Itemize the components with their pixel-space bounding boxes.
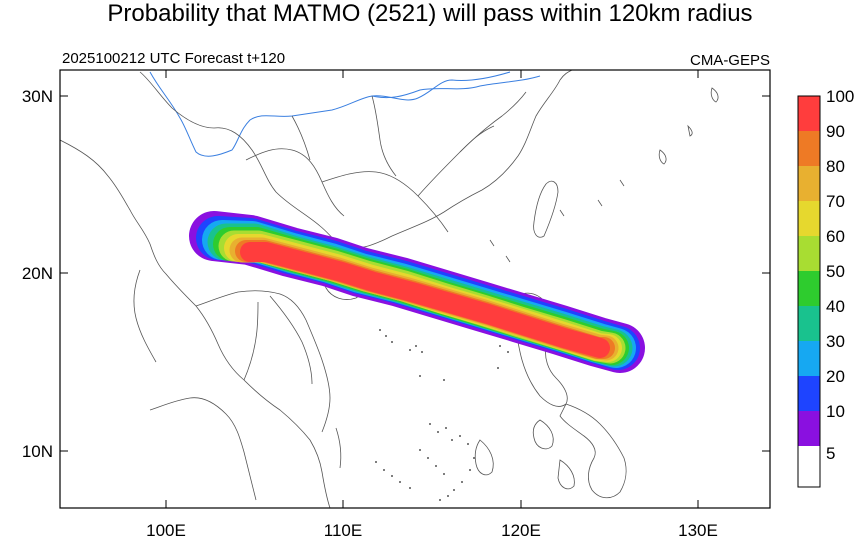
colorbar-swatch [798, 166, 820, 201]
colorbar-swatch [798, 131, 820, 166]
colorbar-label: 80 [826, 157, 845, 176]
colorbar-label: 60 [826, 227, 845, 246]
colorbar-label: 5 [826, 444, 835, 463]
colorbar-label: 30 [826, 332, 845, 351]
x-tick-label: 120E [501, 521, 541, 540]
colorbar-swatch [798, 411, 820, 446]
colorbar-swatch [798, 341, 820, 376]
map-frame [59, 69, 771, 509]
map-title: Probability that MATMO (2521) will pass … [107, 0, 753, 27]
colorbar-swatch [798, 201, 820, 236]
x-tick-label: 100E [146, 521, 186, 540]
colorbar-label: 50 [826, 262, 845, 281]
x-tick-label: 110E [324, 521, 362, 540]
y-tick-label: 10N [22, 442, 53, 461]
colorbar-swatch [798, 306, 820, 341]
probability-plume [189, 211, 645, 373]
forecast-label: 2025100212 UTC Forecast t+120 [62, 50, 286, 67]
map-layers [60, 70, 719, 508]
colorbar-swatch [798, 96, 820, 131]
x-tick-marks [60, 70, 770, 508]
colorbar: 100 90 80 70 60 50 40 30 20 10 5 [797, 87, 854, 488]
colorbar-label: 10 [826, 402, 845, 421]
colorbar-label: 70 [826, 192, 845, 211]
island-dots [375, 329, 509, 501]
colorbar-swatch [798, 446, 820, 487]
colorbar-swatch [798, 271, 820, 306]
colorbar-label: 20 [826, 367, 845, 386]
colorbar-swatch [798, 376, 820, 411]
y-tick-label: 30N [22, 87, 53, 106]
colorbar-label: 90 [826, 122, 845, 141]
colorbar-label: 100 [826, 87, 854, 106]
y-tick-label: 20N [22, 264, 53, 283]
x-tick-label: 130E [678, 521, 718, 540]
colorbar-swatch [798, 236, 820, 271]
model-label: CMA-GEPS [689, 52, 770, 69]
colorbar-label: 40 [826, 297, 845, 316]
